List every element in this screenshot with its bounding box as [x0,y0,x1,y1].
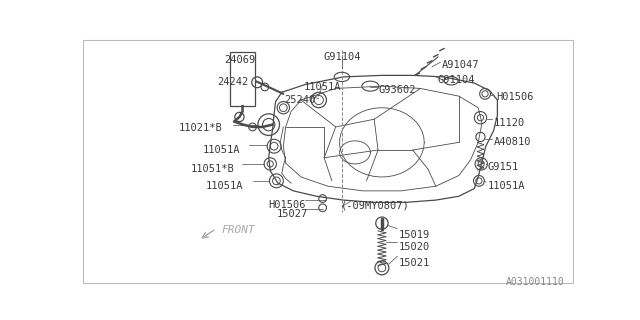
Text: H01506: H01506 [496,92,533,102]
Text: 11051A: 11051A [304,82,341,92]
Text: 15020: 15020 [399,243,430,252]
Text: H01506: H01506 [268,200,306,210]
Text: G91104: G91104 [437,75,475,84]
Text: 11120: 11120 [493,118,525,128]
Text: G9151: G9151 [488,162,518,172]
Text: 24069: 24069 [224,55,255,65]
Text: G93602: G93602 [378,84,415,95]
Bar [230,52,255,106]
Text: 15027: 15027 [277,209,308,219]
Text: (-09MY0807): (-09MY0807) [341,200,410,210]
Text: FRONT: FRONT [221,225,255,235]
Text: 11051*B: 11051*B [191,164,234,174]
Text: 11051A: 11051A [205,181,243,191]
Text: G91104: G91104 [323,52,360,62]
Text: 11021*B: 11021*B [179,123,223,133]
Text: 24242: 24242 [217,77,248,87]
Text: 11051A: 11051A [488,181,525,191]
Text: 15021: 15021 [399,258,430,268]
Text: 25240: 25240 [285,95,316,105]
Text: A40810: A40810 [493,137,531,147]
Text: A91047: A91047 [442,60,479,70]
Text: 11051A: 11051A [203,145,241,155]
Text: 15019: 15019 [399,230,430,240]
Text: A031001110: A031001110 [506,277,564,287]
